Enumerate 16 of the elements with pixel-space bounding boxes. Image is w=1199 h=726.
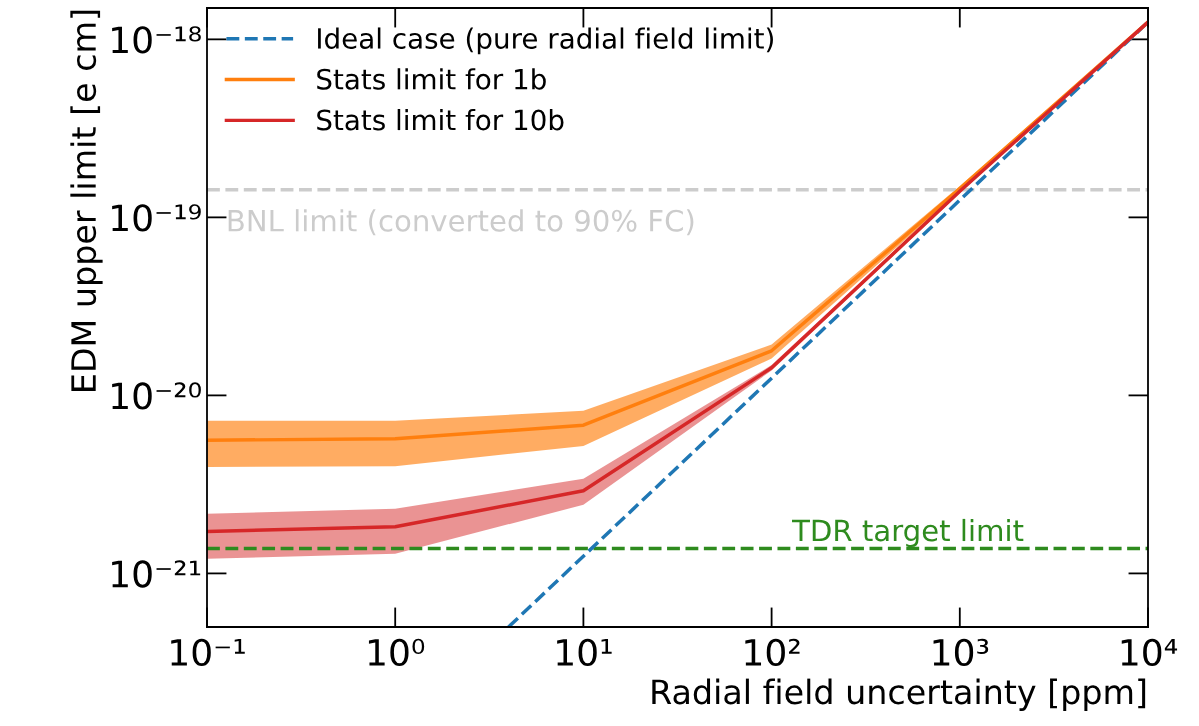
x-tick-label: 10³ — [933, 638, 989, 667]
y-tick-label: 10⁻²⁰ — [112, 382, 201, 410]
x-tick-label: 10⁴ — [1121, 638, 1178, 667]
x-tick-label: 10⁻¹ — [171, 638, 245, 667]
y-tick-label: 10⁻¹⁹ — [112, 204, 201, 232]
y-tick-label: 10⁻¹⁸ — [112, 26, 201, 54]
x-axis-title: Radial field uncertainty [ppm] — [652, 678, 1146, 711]
ref-line-label: TDR target limit — [792, 518, 1024, 548]
legend-label: Ideal case (pure radial field limit) — [318, 27, 773, 55]
x-tick-label: 10² — [745, 638, 800, 667]
legend-label: Stats limit for 1b — [317, 68, 546, 90]
y-axis-title: EDM upper limit [e cm] — [70, 10, 103, 391]
y-tick-label: 10⁻²¹ — [112, 560, 201, 588]
x-tick-label: 10¹ — [557, 638, 612, 667]
x-tick-label: 10⁰ — [368, 638, 425, 667]
legend-label: Stats limit for 10b — [317, 108, 564, 131]
